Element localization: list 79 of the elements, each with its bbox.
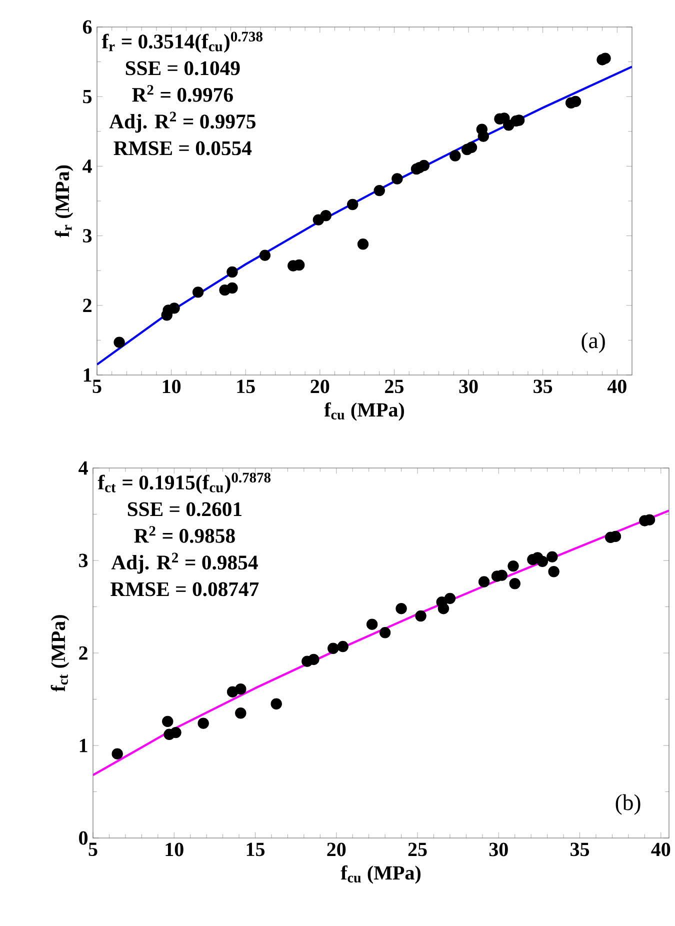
annotation: f$_{ct}$ = 0.1915(f$_{cu}$)$^{0.7878}$ [98, 472, 270, 494]
y-tick-label: 4 [78, 461, 88, 475]
y-tick-label: 3 [78, 554, 88, 568]
x-tick-label: 10 [162, 380, 180, 394]
annotation: Adj. R$^{2}$ = 0.9854 [111, 552, 258, 574]
x-tick-label: 10 [166, 842, 184, 856]
point [548, 566, 560, 578]
annotation: (b) [616, 794, 640, 815]
point [374, 184, 385, 196]
point [270, 698, 282, 710]
point [418, 160, 430, 172]
point [391, 173, 403, 184]
annotation: RMSE = 0.08747 [110, 582, 259, 596]
y-tick-label: 1 [84, 368, 92, 382]
annotation: RMSE = 0.0554 [114, 141, 252, 156]
y-tick-label: 5 [82, 90, 92, 104]
x-tick-label: 30 [489, 842, 508, 856]
point [168, 302, 180, 314]
x-tick-label: 30 [459, 380, 478, 394]
x-tick-label: 20 [327, 842, 346, 856]
point [114, 336, 125, 348]
point [112, 748, 123, 760]
point [234, 708, 246, 719]
annotation: R$^{2}$ = 0.9976 [132, 85, 233, 102]
annotation: (a) [582, 332, 605, 353]
point [478, 130, 489, 142]
annotation: SSE = 0.2601 [128, 502, 242, 516]
point [478, 576, 490, 588]
y-axis-title: f$_{ct}$ (MPa) [50, 615, 69, 692]
point [546, 551, 558, 562]
point [509, 578, 520, 590]
point [396, 603, 407, 614]
x-tick-label: 35 [570, 842, 589, 856]
point [379, 627, 391, 638]
annotation: SSE = 0.1049 [126, 61, 240, 76]
point [234, 683, 246, 695]
y-tick-label: 6 [82, 20, 92, 34]
point [320, 210, 332, 222]
y-tick-label: 1 [80, 738, 88, 752]
point [366, 618, 378, 630]
point [414, 610, 426, 622]
point [507, 560, 519, 572]
annotation: R$^{2}$ = 0.9858 [134, 526, 235, 543]
point [466, 142, 477, 154]
x-tick-label: 40 [651, 842, 670, 856]
point [337, 640, 348, 652]
y-tick-label: 0 [78, 831, 88, 845]
annotation: Adj. R$^{2}$ = 0.9975 [109, 112, 256, 133]
point [449, 150, 461, 162]
x-tick-label: 15 [237, 380, 255, 394]
y-tick-label: 2 [82, 298, 92, 312]
y-tick-label: 3 [82, 229, 92, 243]
point [444, 592, 456, 604]
y-tick-label: 2 [78, 646, 88, 660]
x-tick-label: 15 [246, 842, 264, 856]
point [308, 654, 320, 666]
point [346, 198, 358, 210]
point [438, 603, 449, 614]
point [226, 282, 238, 294]
y-axis-title: f$_{r}$ (MPa) [54, 165, 73, 238]
annotation: f$_{r}$ = 0.3514(f$_{cu}$)$^{0.738}$ [102, 32, 262, 53]
x-tick-label: 5 [92, 380, 102, 393]
point [357, 238, 368, 250]
point [536, 556, 548, 568]
point [226, 266, 238, 278]
y-tick-label: 4 [82, 160, 92, 173]
x-tick-label: 20 [310, 380, 329, 394]
point [259, 250, 270, 261]
point [170, 726, 182, 738]
point [198, 718, 209, 729]
x-tick-label: 25 [384, 380, 404, 394]
x-axis-title: f$_{cu}$ (MPa) [324, 402, 404, 421]
point [162, 716, 174, 728]
x-tick-label: 25 [408, 842, 427, 856]
x-tick-label: 40 [607, 380, 626, 394]
point [327, 642, 339, 654]
x-tick-label: 35 [533, 380, 552, 394]
x-axis-title: f$_{cu}$ (MPa) [340, 865, 420, 884]
point [192, 286, 204, 298]
